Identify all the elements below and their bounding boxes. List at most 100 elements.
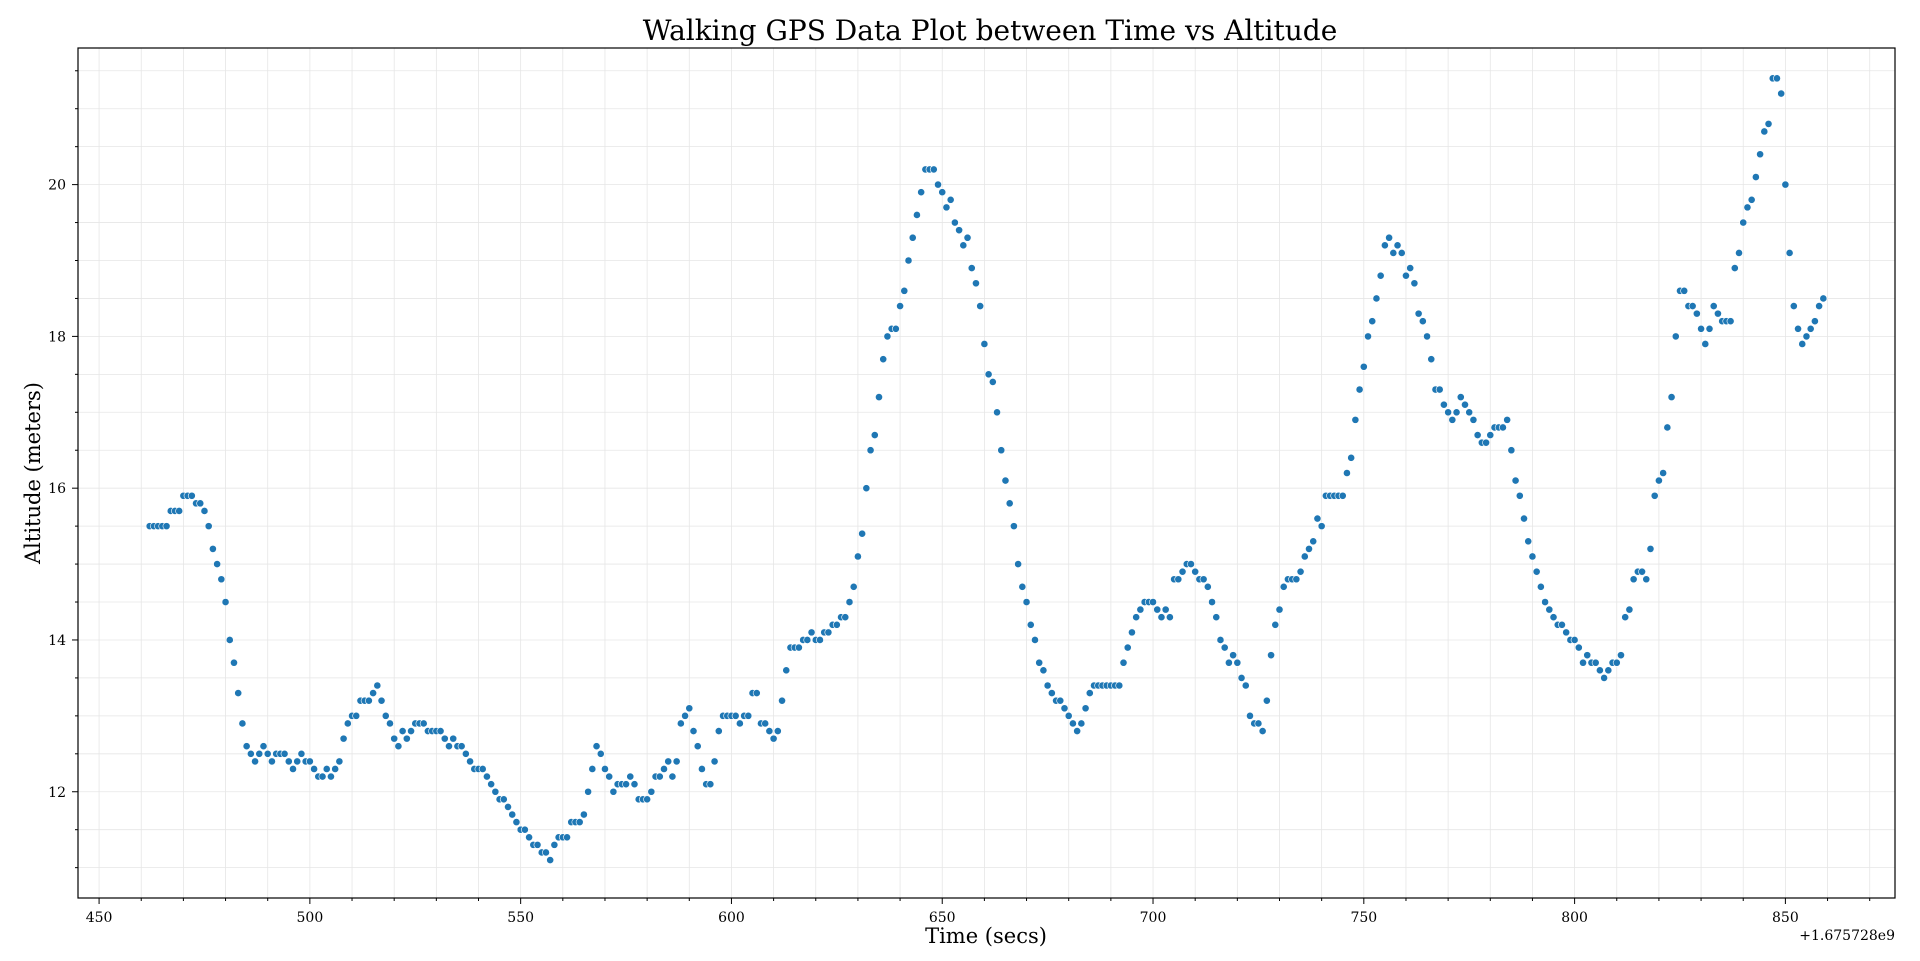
data-point bbox=[1178, 567, 1187, 576]
data-point bbox=[685, 704, 694, 713]
x-tick-label: 650 bbox=[929, 910, 956, 926]
data-point bbox=[1406, 264, 1415, 272]
data-point bbox=[1440, 400, 1448, 409]
data-point bbox=[900, 286, 909, 295]
data-point bbox=[1212, 613, 1221, 622]
data-point bbox=[1309, 537, 1318, 546]
data-point bbox=[1739, 218, 1748, 227]
data-point bbox=[1296, 567, 1305, 576]
data-point bbox=[1709, 302, 1718, 310]
data-point bbox=[1174, 575, 1183, 584]
data-point bbox=[849, 582, 858, 591]
data-point bbox=[1258, 727, 1267, 735]
data-point bbox=[1743, 203, 1752, 212]
data-point bbox=[187, 491, 196, 500]
data-point bbox=[959, 241, 968, 250]
data-point bbox=[1385, 233, 1394, 242]
data-point bbox=[1022, 598, 1031, 606]
data-point bbox=[352, 711, 361, 720]
data-point bbox=[225, 636, 234, 644]
data-point bbox=[1579, 658, 1587, 667]
data-point bbox=[466, 757, 474, 766]
data-point bbox=[1427, 355, 1436, 364]
data-point bbox=[162, 522, 171, 531]
data-point bbox=[870, 431, 879, 439]
data-point bbox=[858, 529, 867, 538]
data-point bbox=[832, 620, 841, 629]
data-point bbox=[1115, 681, 1124, 690]
data-point bbox=[1355, 385, 1364, 394]
x-tick-label: 450 bbox=[86, 910, 113, 926]
data-point bbox=[1646, 544, 1655, 553]
data-point bbox=[1612, 658, 1621, 667]
data-point bbox=[1005, 499, 1014, 508]
data-point bbox=[238, 719, 247, 728]
data-point bbox=[1123, 643, 1132, 652]
data-point bbox=[1056, 696, 1065, 705]
data-point bbox=[841, 613, 850, 622]
data-point bbox=[386, 719, 394, 728]
data-point bbox=[1435, 385, 1444, 394]
data-point bbox=[1730, 264, 1739, 272]
data-point bbox=[706, 780, 715, 789]
data-point bbox=[525, 833, 533, 842]
data-point bbox=[1225, 658, 1233, 667]
data-point bbox=[364, 696, 373, 705]
data-point bbox=[1747, 195, 1756, 204]
data-point bbox=[1465, 408, 1474, 417]
y-tick-label: 14 bbox=[48, 633, 66, 649]
data-point bbox=[1507, 446, 1516, 455]
data-point bbox=[942, 203, 951, 212]
data-point bbox=[1128, 628, 1136, 637]
data-point bbox=[1617, 651, 1625, 660]
data-point bbox=[1380, 241, 1389, 250]
data-points bbox=[145, 74, 1828, 864]
data-point bbox=[508, 810, 517, 819]
grid-lines bbox=[78, 48, 1895, 898]
data-point bbox=[1503, 415, 1512, 424]
data-point bbox=[1039, 666, 1048, 675]
data-point bbox=[1368, 317, 1377, 326]
data-point bbox=[1785, 249, 1794, 257]
data-point bbox=[1246, 711, 1254, 720]
data-point bbox=[1663, 423, 1672, 432]
data-point bbox=[972, 279, 980, 288]
data-point bbox=[643, 795, 652, 804]
data-point bbox=[626, 772, 635, 781]
data-point bbox=[1789, 302, 1798, 310]
data-point bbox=[1031, 636, 1039, 644]
data-point bbox=[483, 772, 491, 781]
data-point bbox=[1688, 302, 1697, 310]
data-point bbox=[1305, 544, 1313, 553]
data-point bbox=[255, 749, 264, 758]
data-point bbox=[533, 840, 542, 849]
data-point bbox=[369, 689, 378, 697]
data-point bbox=[1697, 324, 1705, 333]
data-point bbox=[1659, 469, 1668, 477]
chart-title: Walking GPS Data Plot between Time vs Al… bbox=[643, 14, 1338, 47]
data-point bbox=[976, 302, 985, 310]
data-point bbox=[436, 727, 445, 735]
x-tick-label: 700 bbox=[1140, 910, 1167, 926]
data-point bbox=[1026, 620, 1035, 629]
data-point bbox=[1726, 317, 1735, 326]
data-point bbox=[1418, 317, 1427, 326]
data-point bbox=[1313, 514, 1322, 523]
data-point bbox=[963, 233, 972, 242]
data-point bbox=[1520, 514, 1528, 523]
data-point bbox=[457, 742, 466, 751]
data-point bbox=[1528, 552, 1537, 561]
x-tick-label: 500 bbox=[297, 910, 324, 926]
data-point bbox=[1511, 476, 1520, 485]
data-point bbox=[217, 575, 226, 584]
data-point bbox=[1343, 469, 1351, 477]
data-point bbox=[251, 757, 259, 766]
data-point bbox=[1347, 453, 1356, 462]
data-point bbox=[1638, 567, 1646, 576]
data-point bbox=[601, 765, 609, 773]
data-point bbox=[997, 446, 1006, 455]
data-point bbox=[327, 772, 335, 781]
data-point bbox=[579, 810, 588, 819]
data-point bbox=[1300, 552, 1309, 561]
